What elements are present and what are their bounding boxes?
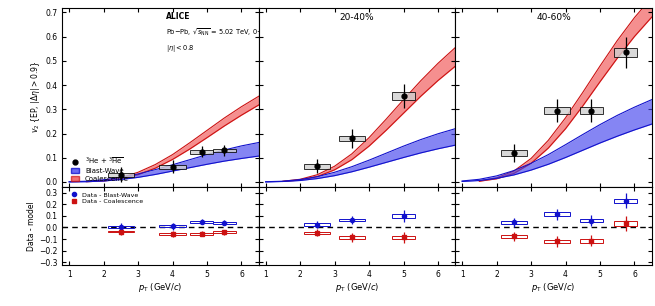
Bar (191, 233, 214, 235)
Bar (392, 214, 415, 218)
Bar (544, 212, 570, 216)
Bar (580, 107, 603, 114)
Bar (213, 231, 236, 233)
Bar (107, 226, 134, 228)
Bar (580, 239, 603, 243)
Bar (500, 150, 527, 156)
Bar (339, 136, 365, 141)
Bar (213, 222, 236, 224)
Bar (213, 148, 236, 152)
Bar (107, 231, 134, 233)
Bar (191, 221, 214, 222)
Bar (304, 232, 330, 234)
Bar (544, 240, 570, 243)
Text: Pb$-$Pb, $\sqrt{s_{\rm NN}}$ = 5.02 TeV, 0$-$20%: Pb$-$Pb, $\sqrt{s_{\rm NN}}$ = 5.02 TeV,… (166, 26, 278, 38)
Bar (159, 233, 185, 235)
Y-axis label: $v_2$ {EP, $|\Delta\eta| > 0.9$}: $v_2$ {EP, $|\Delta\eta| > 0.9$} (29, 61, 43, 133)
X-axis label: $p_{\rm T}$ (GeV/$c$): $p_{\rm T}$ (GeV/$c$) (138, 281, 183, 294)
Bar (159, 165, 185, 169)
Text: ALICE: ALICE (166, 12, 191, 21)
Bar (614, 221, 637, 226)
Bar (304, 223, 330, 226)
Bar (304, 164, 330, 169)
Bar (339, 219, 365, 221)
Bar (500, 235, 527, 237)
Bar (191, 150, 214, 154)
Bar (614, 48, 637, 57)
Bar (159, 226, 185, 227)
Legend: $^{3}$He + $^{3}\overline{\rm He}$, Blast-Wave, Coalescence: $^{3}$He + $^{3}\overline{\rm He}$, Blas… (69, 154, 130, 183)
Bar (107, 173, 134, 177)
Bar (544, 107, 570, 114)
Bar (392, 236, 415, 239)
Bar (580, 219, 603, 222)
Legend: Data - Blast-Wave, Data - Coalescence: Data - Blast-Wave, Data - Coalescence (69, 191, 144, 206)
Bar (392, 92, 415, 100)
Y-axis label: Data - model: Data - model (27, 201, 36, 251)
Text: $|\eta| < 0.8$: $|\eta| < 0.8$ (166, 43, 195, 54)
X-axis label: $p_{\rm T}$ (GeV/$c$): $p_{\rm T}$ (GeV/$c$) (335, 281, 379, 294)
Bar (614, 199, 637, 203)
Bar (339, 236, 365, 239)
X-axis label: $p_{\rm T}$ (GeV/$c$): $p_{\rm T}$ (GeV/$c$) (531, 281, 576, 294)
Text: 40-60%: 40-60% (536, 13, 571, 22)
Bar (500, 221, 527, 224)
Text: 20-40%: 20-40% (340, 13, 374, 22)
